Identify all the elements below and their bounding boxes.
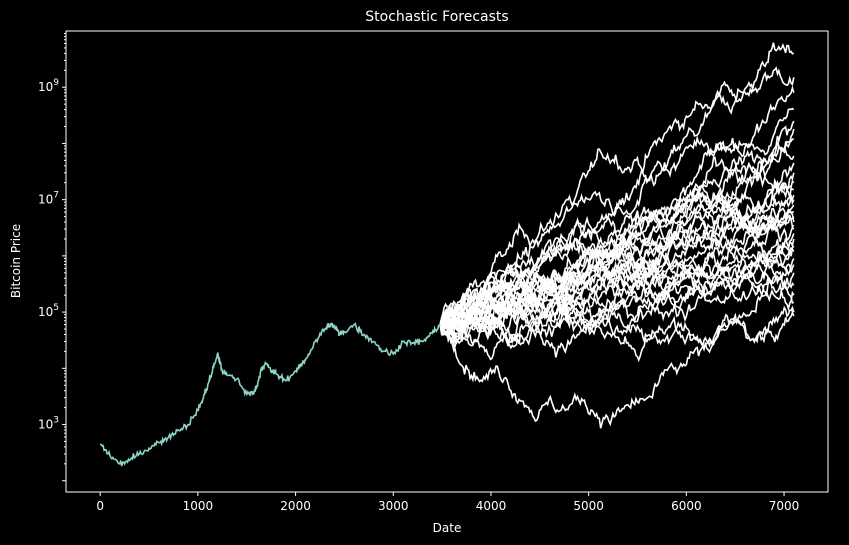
forecast-line-27 (439, 250, 795, 354)
x-axis: 0 1000 2000 3000 4000 5000 6000 7000 (96, 492, 799, 513)
history-line (99, 322, 441, 467)
forecast-line-30 (439, 273, 795, 334)
plot-area (99, 42, 795, 467)
x-tick-label: 2000 (280, 499, 311, 513)
x-tick-label: 7000 (769, 499, 800, 513)
forecast-line-4 (439, 107, 795, 329)
y-tick-label: 109 (38, 78, 59, 94)
forecast-line-22 (439, 235, 795, 347)
x-tick-label: 3000 (378, 499, 409, 513)
forecast-line-31 (439, 271, 795, 354)
forecast-line-14 (439, 186, 795, 333)
x-tick-label: 4000 (476, 499, 507, 513)
forecast-line-32 (439, 309, 795, 429)
chart-title: Stochastic Forecasts (365, 9, 508, 25)
forecast-line-28 (439, 272, 795, 338)
y-axis-label: Bitcoin Price (9, 224, 23, 298)
x-tick-label: 6000 (671, 499, 702, 513)
forecast-line-12 (439, 186, 795, 361)
y-tick-label: 103 (38, 416, 59, 432)
y-tick-label: 105 (38, 303, 59, 319)
x-tick-label: 5000 (573, 499, 604, 513)
y-tick-label: 107 (38, 191, 59, 207)
forecast-line-29 (439, 262, 795, 338)
forecast-line-6 (439, 128, 795, 345)
x-axis-label: Date (433, 521, 462, 535)
x-tick-label: 1000 (183, 499, 214, 513)
x-tick-label: 0 (96, 499, 104, 513)
forecast-line-1 (439, 42, 794, 325)
y-axis: 103 105 107 109 (38, 33, 66, 482)
